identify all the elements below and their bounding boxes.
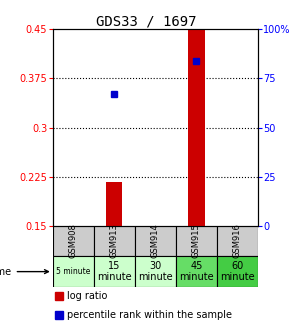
Bar bbox=[188, 29, 205, 226]
Text: 45
minute: 45 minute bbox=[179, 261, 214, 283]
Text: GSM914: GSM914 bbox=[151, 224, 160, 258]
Text: 30
minute: 30 minute bbox=[138, 261, 173, 283]
FancyBboxPatch shape bbox=[176, 226, 217, 256]
Text: GSM913: GSM913 bbox=[110, 224, 119, 258]
FancyBboxPatch shape bbox=[135, 226, 176, 256]
FancyBboxPatch shape bbox=[176, 256, 217, 287]
Text: GDS33 / 1697: GDS33 / 1697 bbox=[96, 14, 197, 28]
FancyBboxPatch shape bbox=[217, 226, 258, 256]
Text: percentile rank within the sample: percentile rank within the sample bbox=[67, 310, 232, 319]
Text: GSM915: GSM915 bbox=[192, 224, 201, 258]
FancyBboxPatch shape bbox=[94, 226, 135, 256]
Text: GSM916: GSM916 bbox=[233, 224, 242, 258]
FancyBboxPatch shape bbox=[53, 256, 94, 287]
Text: time: time bbox=[0, 267, 48, 277]
Text: 60
minute: 60 minute bbox=[220, 261, 255, 283]
FancyBboxPatch shape bbox=[94, 256, 135, 287]
Text: 15
minute: 15 minute bbox=[97, 261, 132, 283]
Text: 5 minute: 5 minute bbox=[56, 267, 91, 276]
FancyBboxPatch shape bbox=[217, 256, 258, 287]
FancyBboxPatch shape bbox=[135, 256, 176, 287]
Text: GSM908: GSM908 bbox=[69, 224, 78, 258]
Bar bbox=[106, 182, 122, 226]
FancyBboxPatch shape bbox=[53, 226, 94, 256]
Text: log ratio: log ratio bbox=[67, 291, 108, 301]
